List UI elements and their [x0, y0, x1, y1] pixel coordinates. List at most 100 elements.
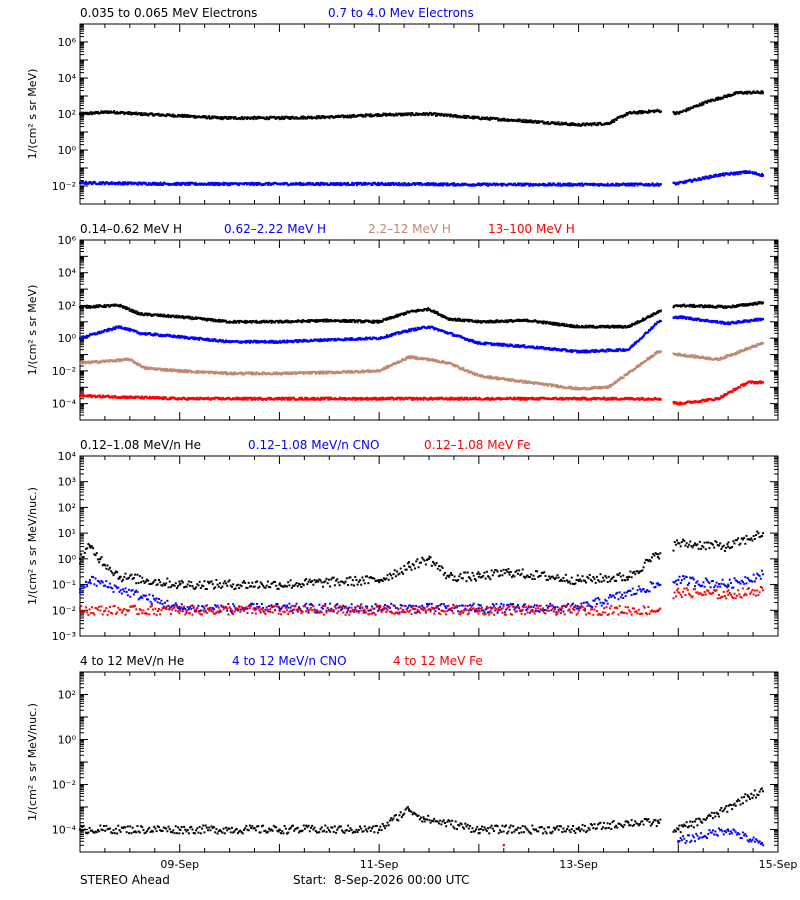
data-point	[131, 308, 134, 311]
data-point	[498, 118, 501, 121]
data-point	[674, 183, 677, 186]
data-point	[245, 182, 248, 185]
data-point	[255, 341, 258, 344]
data-point	[578, 183, 581, 186]
data-point	[446, 317, 449, 320]
data-point	[574, 326, 577, 329]
data-point	[622, 115, 625, 118]
data-point	[689, 107, 692, 110]
data-point	[234, 320, 237, 323]
data-point	[590, 350, 593, 353]
data-point	[116, 181, 119, 184]
data-point	[742, 303, 745, 306]
data-point	[588, 182, 591, 185]
data-point	[299, 117, 302, 120]
data-point	[406, 113, 409, 116]
data-point	[150, 183, 153, 186]
data-point	[244, 341, 247, 344]
data-point	[274, 340, 277, 343]
data-point	[448, 319, 451, 322]
data-point	[107, 112, 110, 115]
data-point	[519, 182, 522, 185]
data-point	[188, 317, 191, 320]
data-point	[501, 344, 504, 347]
data-point	[630, 184, 633, 187]
data-point	[467, 115, 470, 118]
data-point	[751, 302, 754, 305]
data-point	[293, 117, 296, 120]
data-point	[154, 334, 157, 337]
data-point	[356, 338, 359, 341]
data-point	[710, 305, 713, 308]
data-point	[583, 351, 586, 354]
data-point	[555, 349, 558, 352]
data-point	[288, 116, 291, 119]
data-point	[132, 329, 135, 332]
data-point	[376, 184, 379, 187]
data-point	[135, 330, 138, 333]
data-point	[733, 172, 736, 175]
data-point	[216, 339, 219, 342]
data-point	[192, 338, 195, 341]
data-point	[494, 320, 497, 323]
data-point	[569, 323, 572, 326]
data-point	[700, 104, 703, 107]
data-point	[570, 349, 573, 352]
data-point	[211, 338, 214, 341]
data-point	[426, 326, 429, 329]
data-point	[722, 95, 725, 98]
data-point	[455, 114, 458, 117]
data-point	[321, 182, 324, 185]
data-point	[181, 316, 184, 319]
data-point	[269, 340, 272, 343]
data-point	[491, 320, 494, 323]
data-point	[542, 322, 545, 325]
data-point	[658, 321, 661, 324]
data-point	[636, 182, 639, 185]
data-point	[93, 304, 96, 307]
data-point	[506, 118, 509, 121]
data-point	[347, 337, 350, 340]
data-point	[290, 115, 293, 118]
data-point	[351, 115, 354, 118]
data-point	[524, 318, 527, 321]
data-point	[342, 183, 345, 186]
data-point	[210, 317, 213, 320]
data-point	[183, 113, 186, 116]
data-point	[435, 183, 438, 186]
data-point	[616, 326, 619, 329]
data-point	[636, 111, 639, 114]
data-point	[190, 316, 193, 319]
data-point	[563, 184, 566, 187]
data-point	[349, 338, 352, 341]
data-point	[551, 323, 554, 326]
data-point	[471, 184, 474, 187]
data-point	[225, 116, 228, 119]
data-point	[542, 182, 545, 185]
data-point	[138, 313, 141, 316]
data-point	[659, 309, 662, 312]
data-point	[186, 113, 189, 116]
data-point	[480, 320, 483, 323]
data-point	[172, 336, 175, 339]
data-point	[326, 339, 329, 342]
data-point	[440, 184, 443, 187]
data-point	[371, 183, 374, 186]
data-point	[463, 114, 466, 117]
data-point	[275, 341, 278, 344]
data-point	[682, 317, 685, 320]
data-point	[405, 312, 408, 315]
data-point	[302, 115, 305, 118]
data-point	[605, 121, 608, 124]
data-point	[305, 183, 308, 186]
data-point	[583, 349, 586, 352]
data-point	[701, 177, 704, 180]
data-point	[343, 338, 346, 341]
data-point	[159, 114, 162, 117]
data-point	[521, 183, 524, 186]
data-point	[254, 321, 257, 324]
data-point	[174, 182, 177, 185]
data-point	[473, 340, 476, 343]
data-point	[327, 319, 330, 322]
data-point	[432, 326, 435, 329]
